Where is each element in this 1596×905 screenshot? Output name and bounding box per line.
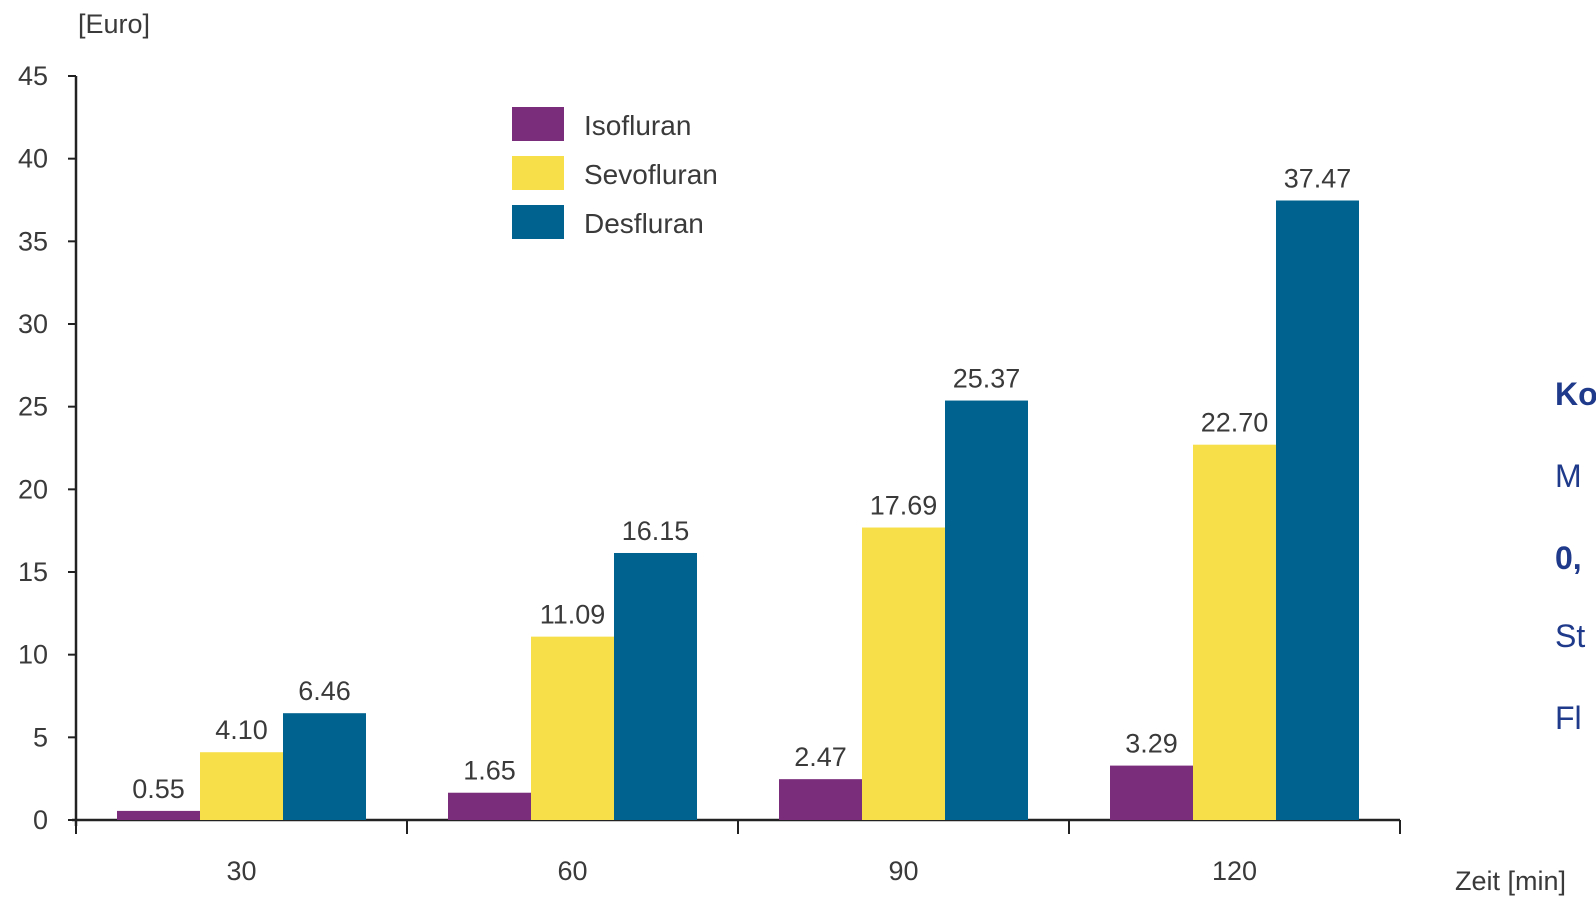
bar-sevofluran: [862, 527, 945, 820]
data-label: 37.47: [1284, 163, 1352, 193]
bar-desfluran: [283, 713, 366, 820]
y-tick-label: 15: [18, 557, 48, 587]
bar-sevofluran: [200, 752, 283, 820]
side-text-line: Ko: [1555, 376, 1596, 412]
y-tick-label: 25: [18, 392, 48, 422]
bar-isofluran: [117, 810, 200, 820]
y-tick-label: 40: [18, 144, 48, 174]
data-label: 3.29: [1125, 729, 1178, 759]
data-label: 25.37: [953, 364, 1021, 394]
legend-swatch-desfluran: [512, 205, 564, 239]
side-text-line: 0,: [1555, 540, 1582, 576]
y-tick-label: 5: [33, 722, 48, 752]
data-label: 17.69: [870, 491, 938, 521]
bar-isofluran: [1110, 765, 1193, 820]
bar-sevofluran: [1193, 444, 1276, 820]
bar-isofluran: [779, 779, 862, 820]
side-text-line: Fl: [1555, 700, 1582, 736]
legend-label-desfluran: Desfluran: [584, 208, 704, 239]
bar-desfluran: [614, 552, 697, 820]
data-label: 22.70: [1201, 408, 1269, 438]
y-tick-label: 20: [18, 474, 48, 504]
bar-desfluran: [1276, 200, 1359, 821]
data-label: 16.15: [622, 516, 690, 546]
bar-isofluran: [448, 792, 531, 820]
data-label: 6.46: [298, 676, 351, 706]
bars: 0.55 4.10 6.46 1.65 11.09 16.15 2.47 17.69 25.37…: [117, 163, 1359, 821]
x-tick-label: 60: [557, 856, 587, 886]
y-tick-label: 35: [18, 226, 48, 256]
y-tick-label: 0: [33, 805, 48, 835]
data-label: 11.09: [540, 600, 606, 630]
y-axis-label: [Euro]: [78, 9, 150, 39]
legend-label-sevofluran: Sevofluran: [584, 159, 718, 190]
legend-swatch-sevofluran: [512, 156, 564, 190]
y-tick-label: 30: [18, 309, 48, 339]
y-tick-label: 45: [18, 61, 48, 91]
data-label: 2.47: [794, 742, 847, 772]
side-text-line: St: [1555, 618, 1586, 654]
data-label: 1.65: [463, 756, 516, 786]
x-axis-label: Zeit [min]: [1455, 866, 1566, 896]
legend-swatch-isofluran: [512, 107, 564, 141]
data-label: 4.10: [215, 715, 268, 745]
y-tick-label: 10: [18, 640, 48, 670]
bar-sevofluran: [531, 636, 614, 820]
legend-label-isofluran: Isofluran: [584, 110, 691, 141]
legend: Isofluran Sevofluran Desfluran: [512, 107, 718, 239]
x-tick-label: 90: [888, 856, 918, 886]
bar-desfluran: [945, 400, 1028, 820]
x-tick-label: 30: [226, 856, 256, 886]
x-tick-label: 120: [1212, 856, 1257, 886]
side-text-line: M: [1555, 458, 1582, 494]
data-label: 0.55: [132, 774, 185, 804]
